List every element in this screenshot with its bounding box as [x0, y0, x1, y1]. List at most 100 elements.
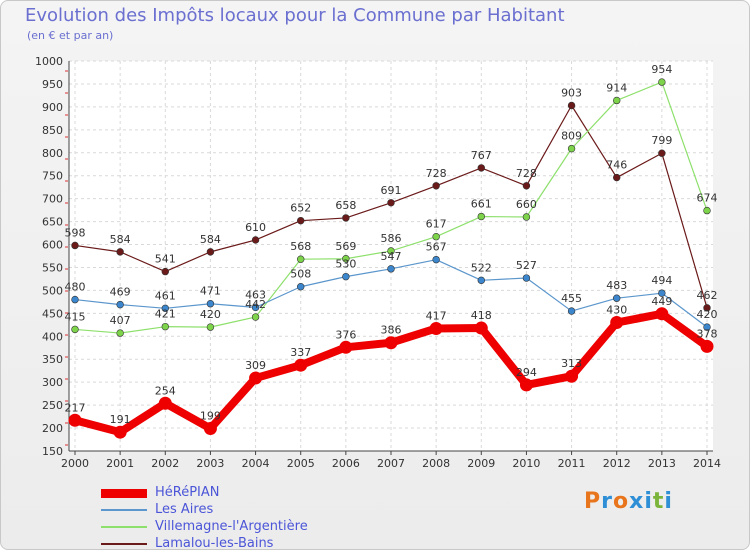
- data-label-les-aires: 420: [697, 308, 718, 321]
- y-tick-label: 400: [42, 330, 63, 343]
- legend-label: Villemagne-l'Argentière: [155, 519, 308, 534]
- data-point-villemagne-l-argentiere: [206, 323, 215, 331]
- x-tick-label: 2007: [377, 457, 405, 470]
- data-point-lamalou-les-bains: [432, 182, 440, 190]
- data-point-les-aires: [71, 295, 79, 304]
- data-point-villemagne-l-argentiere: [161, 322, 169, 331]
- data-point-les-aires: [297, 283, 305, 291]
- data-point-lamalou-les-bains: [342, 214, 350, 222]
- data-label-villemagne-l-argentiere: 809: [561, 130, 582, 143]
- data-point-lamalou-les-bains: [477, 164, 485, 172]
- data-point-les-aires: [703, 323, 711, 331]
- data-label-les-aires: 527: [516, 259, 537, 272]
- legend-label: Les Aires: [155, 502, 214, 517]
- data-point-herepian: [113, 425, 127, 439]
- data-point-les-aires: [342, 272, 350, 281]
- data-label-villemagne-l-argentiere: 954: [651, 63, 672, 76]
- data-point-lamalou-les-bains: [206, 248, 215, 256]
- data-point-villemagne-l-argentiere: [613, 96, 621, 105]
- x-tick-label: 2004: [242, 457, 270, 470]
- data-label-les-aires: 461: [155, 289, 176, 302]
- data-point-herepian: [700, 339, 714, 353]
- data-label-lamalou-les-bains: 746: [606, 159, 627, 172]
- data-point-lamalou-les-bains: [297, 216, 305, 225]
- data-point-lamalou-les-bains: [703, 304, 711, 312]
- x-tick-label: 2001: [106, 457, 134, 470]
- data-label-lamalou-les-bains: 584: [110, 233, 131, 246]
- data-label-herepian: 418: [471, 309, 492, 322]
- logo-letter: P: [584, 489, 602, 514]
- data-point-villemagne-l-argentiere: [297, 255, 305, 263]
- y-tick-label: 500: [42, 284, 63, 297]
- data-point-les-aires: [251, 303, 260, 312]
- data-point-les-aires: [161, 304, 169, 313]
- data-point-villemagne-l-argentiere: [703, 206, 711, 215]
- data-point-villemagne-l-argentiere: [658, 78, 666, 86]
- data-label-lamalou-les-bains: 462: [697, 289, 718, 302]
- chart-subtitle: (en € et par an): [27, 29, 114, 42]
- x-tick-label: 2010: [512, 457, 540, 470]
- data-label-villemagne-l-argentiere: 674: [697, 192, 718, 205]
- data-point-les-aires: [206, 300, 215, 308]
- x-tick-label: 2013: [648, 457, 676, 470]
- data-label-les-aires: 455: [561, 292, 582, 305]
- data-point-lamalou-les-bains: [161, 267, 169, 276]
- data-point-herepian: [158, 396, 172, 410]
- data-label-herepian: 417: [426, 309, 447, 322]
- data-label-les-aires: 471: [200, 285, 221, 298]
- data-label-les-aires: 469: [110, 286, 131, 299]
- legend-swatch: [101, 488, 147, 498]
- data-point-villemagne-l-argentiere: [432, 233, 440, 241]
- legend-item-herepian: HéRéPIAN: [101, 485, 421, 502]
- legend-item-villemagne-l-argentiere: Villemagne-l'Argentière: [101, 519, 421, 536]
- data-label-villemagne-l-argentiere: 568: [290, 240, 311, 253]
- data-point-herepian: [294, 358, 308, 372]
- data-point-villemagne-l-argentiere: [251, 313, 260, 321]
- data-label-lamalou-les-bains: 728: [516, 167, 537, 180]
- data-point-villemagne-l-argentiere: [71, 325, 79, 334]
- data-point-les-aires: [116, 300, 124, 309]
- data-label-villemagne-l-argentiere: 586: [381, 232, 402, 245]
- legend-label: HéRéPIAN: [155, 485, 220, 500]
- y-tick-label: 550: [42, 261, 63, 274]
- data-point-les-aires: [613, 294, 621, 302]
- data-label-lamalou-les-bains: 728: [426, 167, 447, 180]
- data-label-les-aires: 530: [335, 258, 356, 271]
- data-label-herepian: 199: [200, 410, 221, 423]
- data-label-les-aires: 508: [290, 268, 311, 281]
- data-point-lamalou-les-bains: [522, 182, 531, 190]
- data-label-les-aires: 483: [606, 279, 627, 292]
- data-point-herepian: [519, 378, 533, 392]
- data-label-herepian: 378: [697, 327, 718, 340]
- data-label-les-aires: 480: [65, 281, 86, 294]
- y-tick-label: 350: [42, 353, 63, 366]
- data-point-lamalou-les-bains: [251, 236, 260, 244]
- data-label-villemagne-l-argentiere: 914: [606, 81, 627, 94]
- data-point-lamalou-les-bains: [658, 149, 666, 157]
- data-point-herepian: [610, 316, 624, 330]
- x-tick-label: 2000: [61, 457, 89, 470]
- data-point-herepian: [203, 422, 217, 436]
- data-point-lamalou-les-bains: [387, 199, 395, 207]
- y-tick-label: 250: [42, 399, 63, 412]
- data-point-herepian: [655, 307, 669, 321]
- data-label-lamalou-les-bains: 598: [65, 226, 86, 239]
- data-point-villemagne-l-argentiere: [567, 144, 576, 153]
- data-point-lamalou-les-bains: [71, 241, 79, 250]
- data-label-lamalou-les-bains: 541: [155, 253, 176, 266]
- legend-swatch: [101, 509, 147, 511]
- data-label-les-aires: 463: [245, 288, 266, 301]
- legend-swatch: [101, 526, 147, 528]
- data-point-herepian: [384, 336, 398, 350]
- data-point-villemagne-l-argentiere: [477, 212, 485, 221]
- y-tick-label: 600: [42, 239, 63, 252]
- y-tick-label: 1000: [35, 55, 63, 68]
- x-tick-label: 2003: [196, 457, 224, 470]
- data-point-herepian: [68, 413, 82, 427]
- x-tick-label: 2011: [558, 457, 586, 470]
- chart-legend: HéRéPIAN Les Aires Villemagne-l'Argentière…: [101, 485, 421, 549]
- data-label-herepian: 430: [606, 304, 627, 317]
- data-label-villemagne-l-argentiere: 415: [65, 310, 86, 323]
- data-label-herepian: 191: [110, 413, 131, 426]
